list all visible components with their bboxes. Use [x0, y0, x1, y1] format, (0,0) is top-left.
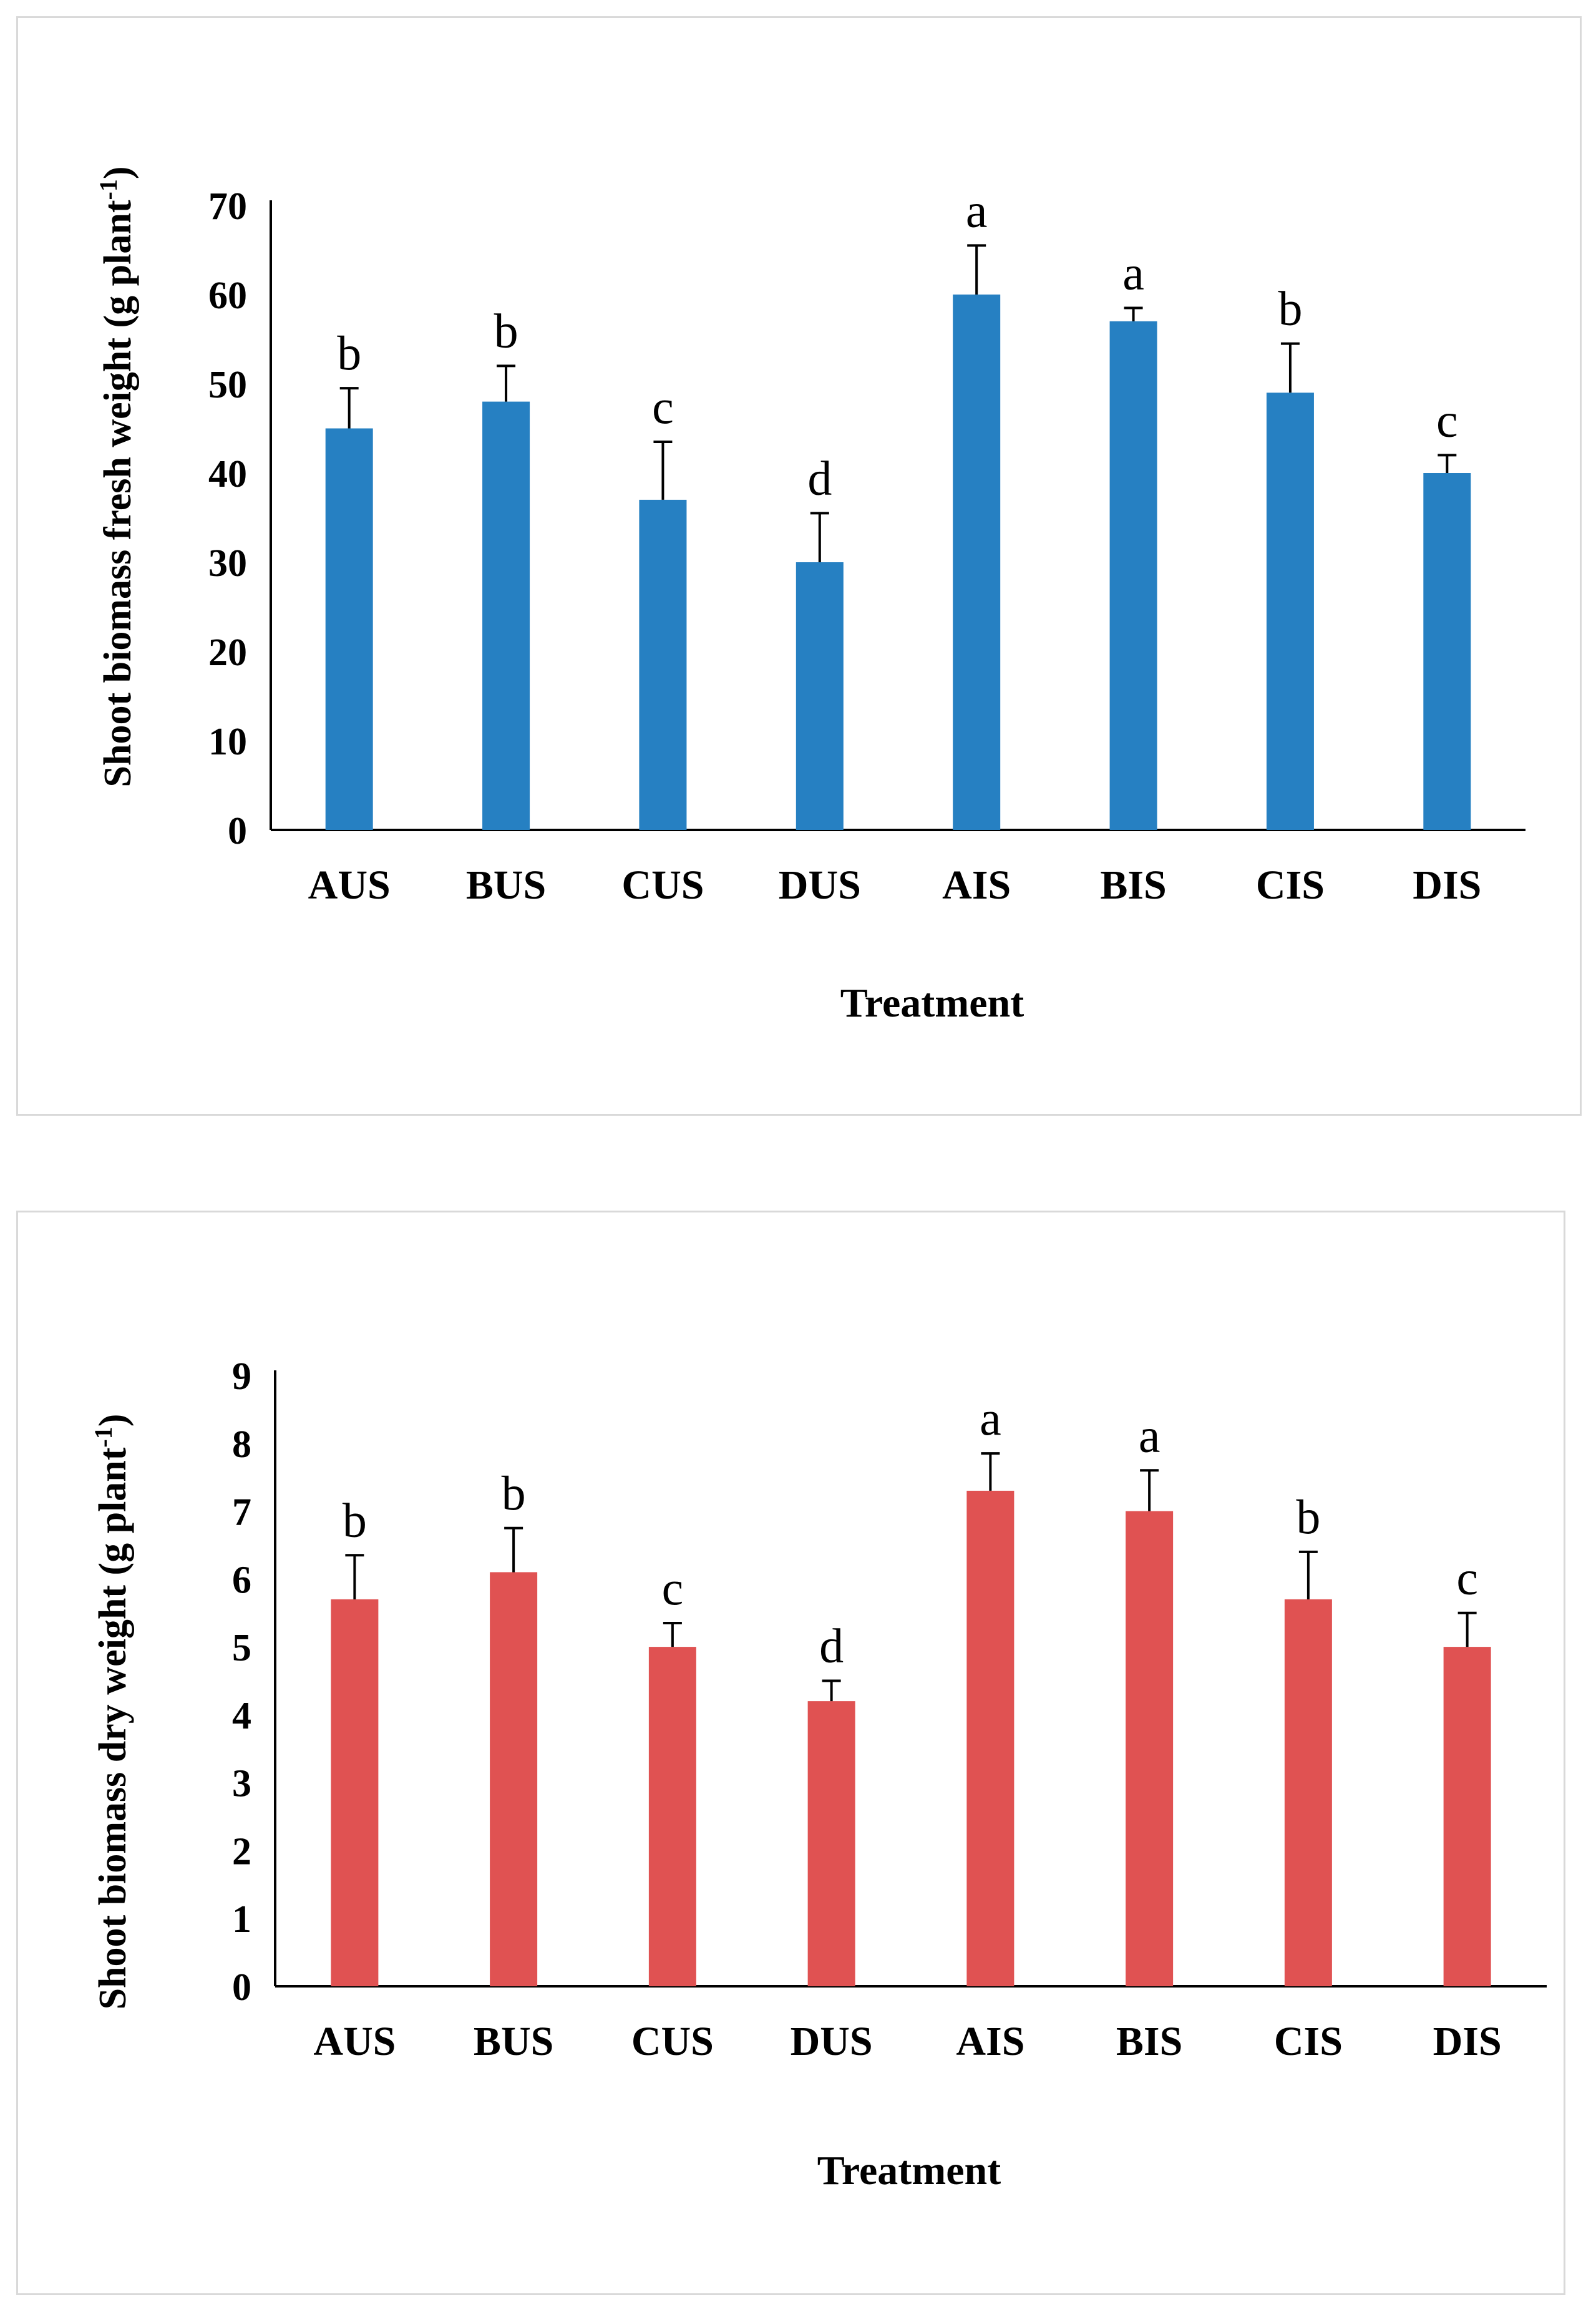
y-tick-label: 30	[208, 542, 247, 585]
significance-letter: c	[652, 379, 674, 434]
significance-letter: c	[1456, 1551, 1478, 1605]
y-tick-label: 0	[232, 1966, 251, 2009]
y-tick-label: 20	[208, 632, 247, 674]
x-tick-label-bus: BUS	[474, 2019, 553, 2064]
bar-dus	[807, 1701, 855, 1986]
significance-letter: b	[494, 303, 518, 358]
chart-panel-fresh-weight: 0 10 20 30 40 50 60 70 b AUS b BUS c CUS d DUS a AIS a BIS b…	[16, 16, 1582, 1116]
significance-letter: c	[1436, 393, 1458, 447]
bar-bis	[1126, 1511, 1174, 1986]
x-axis-title: Treatment	[817, 2148, 1001, 2193]
bar-bus	[490, 1572, 538, 1986]
y-tick-label: 4	[232, 1695, 251, 1737]
y-tick-label: 1	[232, 1898, 251, 1941]
bar-dus	[796, 562, 844, 830]
y-tick-label: 2	[232, 1830, 251, 1873]
y-tick-label: 8	[232, 1423, 251, 1466]
y-axis-title-close: )	[97, 166, 139, 179]
bar-dis	[1443, 1647, 1491, 1986]
x-tick-label-aus: AUS	[308, 862, 391, 908]
bar-bis	[1109, 321, 1157, 830]
x-tick-label-cis: CIS	[1256, 862, 1325, 908]
fresh-weight-bar-chart: 0 10 20 30 40 50 60 70 b AUS b BUS c CUS d DUS a AIS a BIS b…	[94, 166, 1525, 1026]
bar-cis	[1284, 1599, 1332, 1986]
y-tick-label: 40	[208, 453, 247, 495]
x-tick-label-cis: CIS	[1274, 2019, 1343, 2064]
y-tick-label: 9	[232, 1355, 251, 1398]
x-tick-label-cus: CUS	[621, 862, 704, 908]
y-tick-label: 70	[208, 185, 247, 228]
bar-dis	[1423, 473, 1471, 830]
x-tick-label-dus: DUS	[779, 862, 861, 908]
significance-letter: d	[807, 451, 832, 505]
y-tick-label: 6	[232, 1559, 251, 1601]
x-tick-label-ais: AIS	[956, 2019, 1024, 2064]
bar-ais	[953, 295, 1001, 830]
significance-letter: a	[1139, 1408, 1161, 1462]
y-tick-label: 60	[208, 275, 247, 317]
significance-letter: a	[1122, 245, 1144, 300]
y-tick-label: 50	[208, 364, 247, 406]
x-axis-title: Treatment	[840, 980, 1024, 1026]
y-tick-label: 3	[232, 1763, 251, 1805]
y-tick-label: 5	[232, 1627, 251, 1669]
bar-cus	[648, 1647, 696, 1986]
significance-letter: c	[662, 1561, 684, 1615]
significance-letter: b	[1278, 281, 1302, 336]
significance-letter: d	[819, 1619, 844, 1673]
significance-letter: b	[1296, 1490, 1320, 1544]
x-tick-label-bis: BIS	[1116, 2019, 1182, 2064]
y-axis-title: Shoot biomass dry weight (g plant-1)	[89, 1414, 135, 2010]
y-tick-label: 7	[232, 1491, 251, 1534]
bar-ais	[966, 1490, 1015, 1986]
bar-aus	[325, 428, 373, 830]
y-axis-title-main: Shoot biomass dry weight (g plant	[92, 1447, 134, 2009]
y-axis-title: Shoot biomass fresh weight (g plant-1)	[94, 166, 140, 787]
significance-letter: a	[980, 1391, 1001, 1445]
bar-cis	[1266, 393, 1314, 830]
bar-aus	[331, 1599, 379, 1986]
y-axis-title-main: Shoot biomass fresh weight (g plant	[97, 200, 139, 787]
significance-letter: b	[502, 1466, 526, 1520]
x-tick-label-dis: DIS	[1433, 2019, 1502, 2064]
x-tick-label-cus: CUS	[631, 2019, 714, 2064]
y-axis-title-superscript: -1	[89, 1427, 117, 1447]
significance-letter: a	[966, 183, 988, 237]
significance-letter: b	[343, 1493, 367, 1547]
bar-bus	[482, 401, 530, 830]
dry-weight-bar-chart: 0 1 2 3 4 5 6 7 8 9 b AUS b BUS c CUS d DUS a AIS a BIS b CIS c D…	[89, 1355, 1547, 2193]
significance-letter: b	[337, 326, 361, 380]
x-tick-label-aus: AUS	[313, 2019, 396, 2064]
x-tick-label-ais: AIS	[942, 862, 1011, 908]
x-tick-label-bis: BIS	[1100, 862, 1166, 908]
x-tick-label-bus: BUS	[466, 862, 546, 908]
y-axis-title-close: )	[92, 1414, 134, 1427]
bar-cus	[639, 499, 687, 830]
y-tick-label: 10	[208, 721, 247, 763]
x-tick-label-dis: DIS	[1413, 862, 1481, 908]
y-axis-title-superscript: -1	[94, 179, 122, 200]
x-tick-label-dus: DUS	[791, 2019, 873, 2064]
y-tick-label: 0	[228, 810, 247, 852]
chart-panel-dry-weight: 0 1 2 3 4 5 6 7 8 9 b AUS b BUS c CUS d DUS a AIS a BIS b CIS c D…	[16, 1211, 1565, 2295]
